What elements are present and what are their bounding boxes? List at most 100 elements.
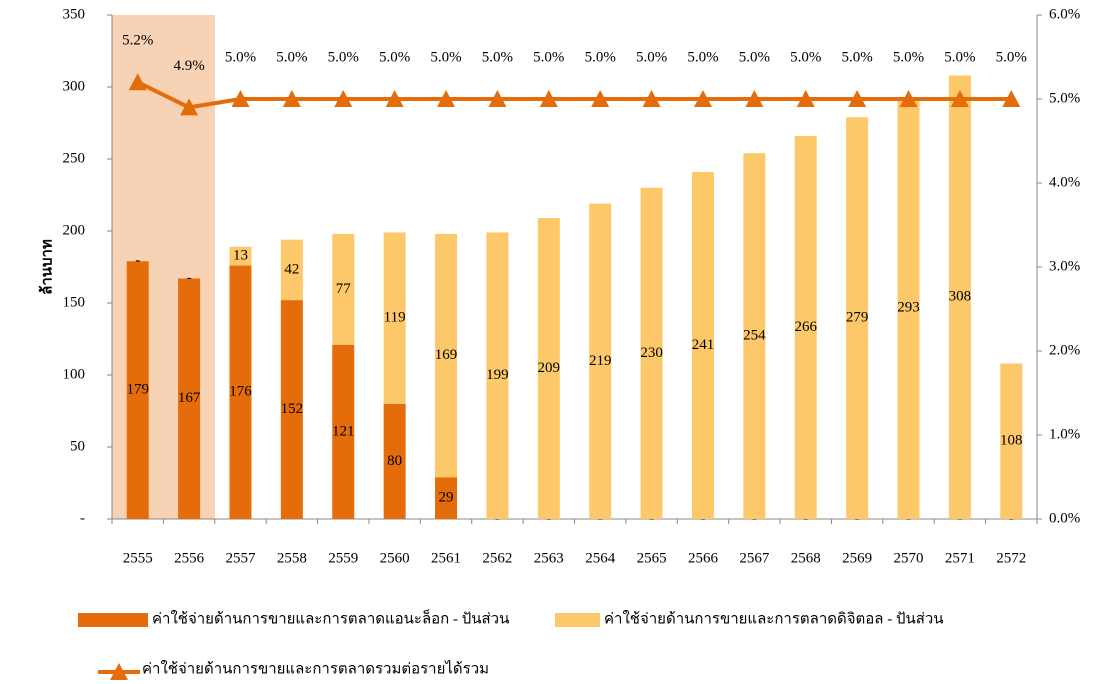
x-tick-label: 2568 [791,550,821,566]
x-tick-label: 2566 [688,550,719,566]
line-marker [437,90,456,107]
bar [743,153,766,520]
x-tick-label: 2564 [585,550,616,566]
line-marker [642,90,661,107]
line-marker [180,98,199,116]
line-label: 5.0% [276,49,307,65]
bar [537,218,560,520]
bar [435,233,458,478]
line-marker [591,90,610,107]
bar-label: 169 [435,347,458,363]
line-label: 5.0% [482,49,513,65]
x-tick-label: 2561 [431,550,461,566]
line-marker [231,90,250,107]
line-marker [796,90,815,107]
line-label: 5.0% [893,49,924,65]
bar-label: 108 [1000,433,1023,449]
line-marker [385,90,404,107]
x-tick-label: 2569 [842,550,872,566]
bar-label: 80 [387,453,402,469]
y2-tick-label: 3.0% [1049,258,1080,274]
y-tick-label: - [80,510,85,526]
line-marker [950,90,969,107]
x-tick-label: 2555 [123,550,153,566]
bar [948,75,971,519]
bar [897,97,920,519]
bar [280,300,303,519]
bar [486,232,509,519]
bar-label: 279 [846,310,869,326]
legend-label: ค่าใช้จ่ายด้านการขายและการตลาดแอนะล็อก -… [152,608,509,627]
bar-label: - [187,270,192,286]
bar-label: 167 [178,390,201,406]
bar-label: 266 [795,319,818,335]
bar [383,232,406,404]
bar-label: 293 [897,299,920,315]
legend-label: ค่าใช้จ่ายด้านการขายและการตลาดดิจิตอล - … [604,609,944,627]
bar-label: 199 [486,367,509,383]
legend-label: ค่าใช้จ่ายด้านการขายและการตลาดรวมต่อรายไ… [142,659,489,677]
bar-label: 209 [538,360,561,376]
x-tick-label: 2565 [637,550,667,566]
line-marker [1002,90,1021,107]
y2-tick-label: 4.0% [1049,174,1080,190]
y-tick-label: 300 [63,78,86,94]
line-label: 5.0% [790,49,821,65]
line-label: 5.0% [996,49,1027,65]
line-label: 5.0% [739,49,770,65]
bar [178,278,201,519]
y2-tick-label: 0.0% [1049,510,1080,526]
y2-tick-label: 5.0% [1049,90,1080,106]
bar-label: 152 [281,401,304,417]
line-marker [128,73,147,91]
y2-tick-label: 2.0% [1049,342,1080,358]
y-tick-label: 50 [70,438,85,454]
bar-label: 308 [949,289,972,305]
line-label: 5.0% [225,49,256,65]
x-tick-label: 2572 [996,550,1026,566]
bar-label: 219 [589,353,612,369]
bar [229,246,252,266]
y-axis-label: ล้านบาท [38,239,55,295]
line-label: 4.9% [173,58,204,74]
line-marker [282,90,301,107]
y-tick-label: 150 [63,294,86,310]
line-marker [745,90,764,107]
bar [280,239,303,301]
y2-tick-label: 6.0% [1049,6,1080,22]
line-label: 5.0% [585,49,616,65]
line-marker [488,90,507,107]
bar [691,171,714,519]
bar [332,233,355,345]
x-tick-label: 2567 [739,550,770,566]
legend-swatch [555,613,600,627]
bar [589,203,612,519]
x-tick-label: 2558 [277,550,307,566]
line-label: 5.0% [430,49,461,65]
bar-label: 121 [332,423,355,439]
bar [332,344,355,519]
y-tick-label: 250 [63,150,86,166]
y-tick-label: 200 [63,222,86,238]
x-tick-label: 2571 [945,550,975,566]
line-label: 5.0% [636,49,667,65]
x-tick-label: 2556 [174,550,205,566]
bar-label: 13 [233,248,248,264]
bar-label: 230 [640,345,663,361]
line-label: 5.0% [687,49,718,65]
legend-marker [110,663,128,680]
bar-label: 241 [692,337,715,353]
bar [383,403,406,519]
x-tick-label: 2563 [534,550,564,566]
line-marker [848,90,867,107]
bar-label: 29 [439,490,454,506]
line-label: 5.2% [122,33,153,49]
line [136,80,1012,110]
bar-label: 176 [229,384,252,400]
y-tick-label: 100 [63,366,86,382]
bar [640,187,663,520]
bar [846,117,869,520]
bar-label: 77 [336,281,352,297]
bar-label: 254 [743,328,766,344]
line-marker [539,90,558,107]
